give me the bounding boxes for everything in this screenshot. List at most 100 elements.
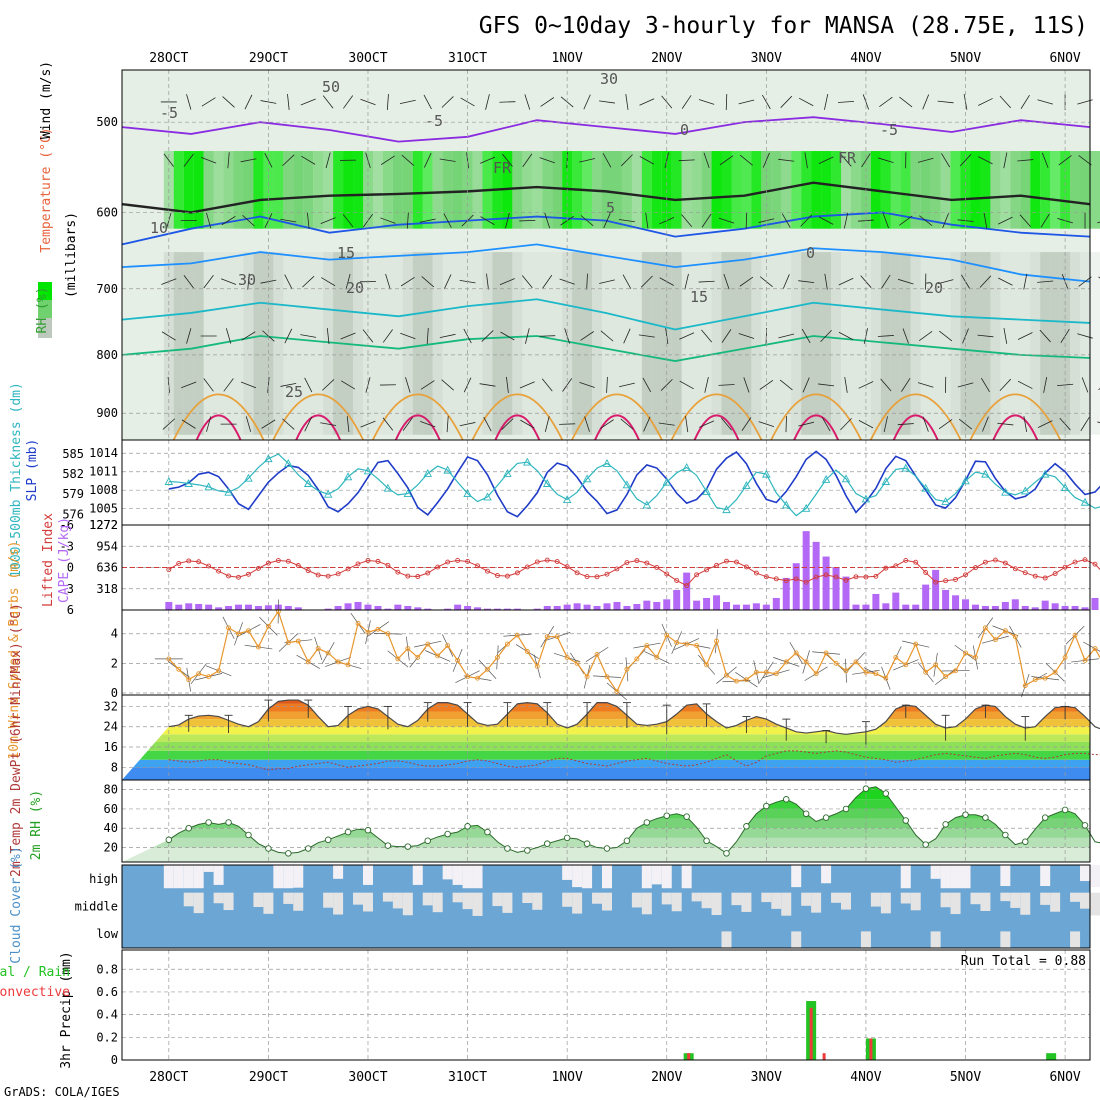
rh2m-point [504,845,511,852]
wind-barb [939,330,953,342]
wind-barb [660,378,673,391]
precip-total-bar [1046,1053,1057,1060]
wind-barb [678,159,695,162]
cloud-mid-bar [910,892,921,911]
cape-bar [1031,607,1039,610]
thickness-point [224,487,233,496]
cloud-mid-bar [592,892,603,904]
wind-barb [820,329,832,343]
cloud-high-bar [442,865,453,880]
lifted-index-line-point [624,560,630,566]
rh-column [701,252,712,435]
rh-column [1010,252,1021,435]
contour-label: 20 [925,279,943,297]
cloud-mid-bar [631,892,642,908]
top-date-label: 3NOV [751,51,782,66]
upper-air-legend-label: Temperature (°C) [39,127,54,252]
top-date-label: 1NOV [552,51,583,66]
wind-barb [439,333,456,339]
wind10m-speed-line-point [385,631,391,637]
tick-label: 60 [104,802,118,816]
lifted-index-line-point [375,558,381,564]
isotherm-30 [494,414,541,441]
rh-column-mid [940,151,951,229]
wind-barb [938,419,953,430]
rh-column-mid [990,151,1001,229]
thickness-point [244,473,253,482]
dewpoint-line [168,750,1100,771]
wind-barb [881,274,891,289]
thickness-point [1001,487,1010,496]
rh-column [731,252,742,435]
tick-label: 8 [111,760,118,774]
wind-barb [1060,328,1070,343]
wind-barb [406,212,409,229]
contour-label: 10 [150,219,168,237]
wind10m-speed-line-point [275,609,281,614]
wind-barb [522,153,533,168]
wind-barb [419,218,436,223]
lifted-index-line-point [843,577,849,583]
wind-barb [520,419,535,429]
rh-column-mid [930,151,941,229]
rh2m-frame [121,779,1091,863]
wind-barb [519,381,535,389]
rh2m-point [902,817,910,824]
wind-barb [320,422,337,426]
wind-barb [380,217,396,224]
rh-column [641,252,652,435]
pressure-axis-label: (millibars) [64,212,79,298]
cape-bar [623,605,631,610]
wind-barb [942,213,949,229]
wind10m-speed-line-point [524,649,530,654]
thickness-point [383,483,393,492]
lifted-index-line-point [873,573,879,579]
wind-barb [701,329,713,343]
wind10m-speed-line-point [734,678,739,684]
rh-column [293,252,304,435]
wind10m-speed-line-point [465,674,471,680]
rh-column [681,252,692,435]
wind-barb [684,273,689,290]
wind10m-speed-line-point [475,675,480,681]
thickness-point [323,489,333,498]
cloud-high-bar [651,865,662,885]
rh-column-mid [323,151,334,229]
rh2m-point [344,828,352,836]
wind-barb [658,422,675,426]
rh-column-mid [542,151,553,229]
rh-column [940,252,951,435]
lifted-index-line-point [564,564,570,570]
wind-barb [201,97,216,107]
wind-barb [606,376,608,393]
cape-bar [723,601,731,610]
cape-bar [593,605,601,610]
thickness-point [1080,497,1090,506]
lifted-index-label: Lifted Index [41,513,56,607]
thickness-point [961,476,970,485]
contour-label: 50 [322,78,340,96]
tick-label: 500 [96,115,118,129]
cape-bar [912,604,920,610]
wind10m-label: 10m Wind Speed & Barbs (m/s) [7,540,22,759]
rh-column-mid [372,151,383,229]
cape-bar [862,604,870,610]
wind10m-speed-line-point [704,662,710,668]
lifted-index-line-point [485,568,490,574]
wind-barb [997,422,1014,426]
wind10m-speed-line-point [893,654,899,660]
lifted-index-line-point [1032,573,1038,579]
rh-column-mid [1000,151,1011,229]
cloud-mid-bar [502,892,513,913]
wind-barb [1023,273,1028,290]
rh-column [791,252,802,435]
rh-column-mid [980,151,991,229]
cloud-mid-bar [781,892,792,916]
rh-column-mid [1089,151,1100,229]
wind-barb [704,377,709,393]
cloud-mid-bar [940,892,951,908]
lifted-index-line-point [803,579,809,585]
wind-barb [346,416,350,433]
wind-barb [818,156,834,165]
rh-column [552,252,563,435]
